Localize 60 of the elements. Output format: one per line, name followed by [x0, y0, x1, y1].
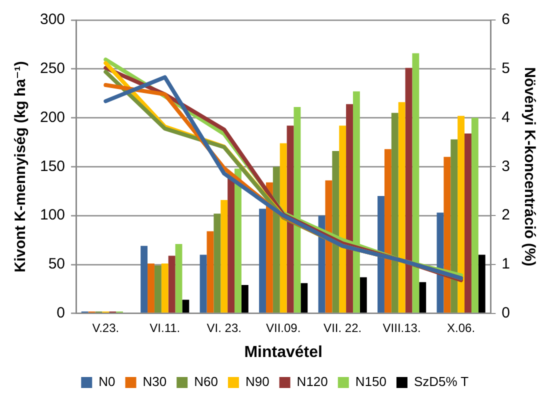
y2-tick-label: 5: [502, 60, 510, 78]
bar: [241, 285, 248, 313]
legend-label: N150: [355, 374, 386, 390]
x-tick-label: VI.11.: [150, 320, 180, 335]
bar: [234, 168, 242, 313]
y-tick-label: 300: [40, 11, 66, 28]
y-tick-label: 100: [40, 206, 66, 224]
bar: [200, 254, 207, 313]
bar: [419, 282, 426, 313]
bar: [300, 283, 308, 313]
bar: [228, 178, 235, 313]
x-tick-label: VII. 22.: [324, 320, 362, 335]
bar: [398, 102, 406, 313]
bar: [175, 244, 182, 313]
bar: [384, 149, 392, 313]
bar: [280, 143, 287, 313]
x-tick-label: V.23.: [92, 320, 120, 335]
legend-label: N30: [142, 374, 167, 390]
bar: [391, 112, 398, 313]
x-tick-label: VIII.13.: [382, 320, 421, 335]
legend-label: SzD5% T: [414, 374, 469, 390]
bar: [471, 118, 478, 313]
y-tick-label: 250: [40, 60, 66, 78]
legend-label: N90: [245, 374, 270, 390]
bar: [360, 277, 367, 313]
bar: [140, 246, 148, 313]
y2-tick-label: 4: [502, 108, 510, 126]
legend-label: N60: [194, 374, 218, 390]
y-tick-label: 50: [48, 256, 66, 273]
bar: [214, 214, 221, 313]
bar: [206, 231, 214, 313]
x-tick-label: VI. 23.: [206, 320, 242, 335]
y2-tick-label: 0: [502, 304, 510, 322]
bar: [154, 265, 162, 313]
bar: [182, 300, 190, 313]
bar: [346, 104, 353, 313]
legend-label: N120: [296, 374, 328, 390]
bar: [161, 264, 168, 313]
y-axis-title: Kivont K-mennyiség (kg ha⁻¹): [12, 61, 30, 272]
y2-axis-title: Növényi K-koncentráció (%): [520, 67, 538, 266]
bar: [339, 126, 346, 313]
bar: [458, 116, 465, 313]
y-tick-label: 0: [56, 304, 66, 322]
bar: [450, 139, 458, 313]
bar: [444, 156, 451, 313]
y2-tick-label: 1: [502, 256, 510, 273]
bar: [148, 264, 154, 313]
bar: [478, 254, 486, 313]
bar: [220, 200, 228, 313]
x-axis-title: Mintavétel: [244, 344, 322, 361]
y2-tick-label: 6: [502, 11, 510, 28]
bar: [259, 208, 266, 313]
y2-tick-label: 2: [502, 206, 510, 224]
y-tick-label: 150: [40, 158, 66, 175]
y-tick-label: 200: [40, 108, 66, 126]
legend-label: N0: [98, 374, 116, 390]
y2-tick-label: 3: [502, 158, 510, 175]
x-tick-label: VII.09.: [266, 320, 301, 335]
bar: [168, 256, 176, 313]
x-tick-label: X.06.: [447, 320, 476, 335]
